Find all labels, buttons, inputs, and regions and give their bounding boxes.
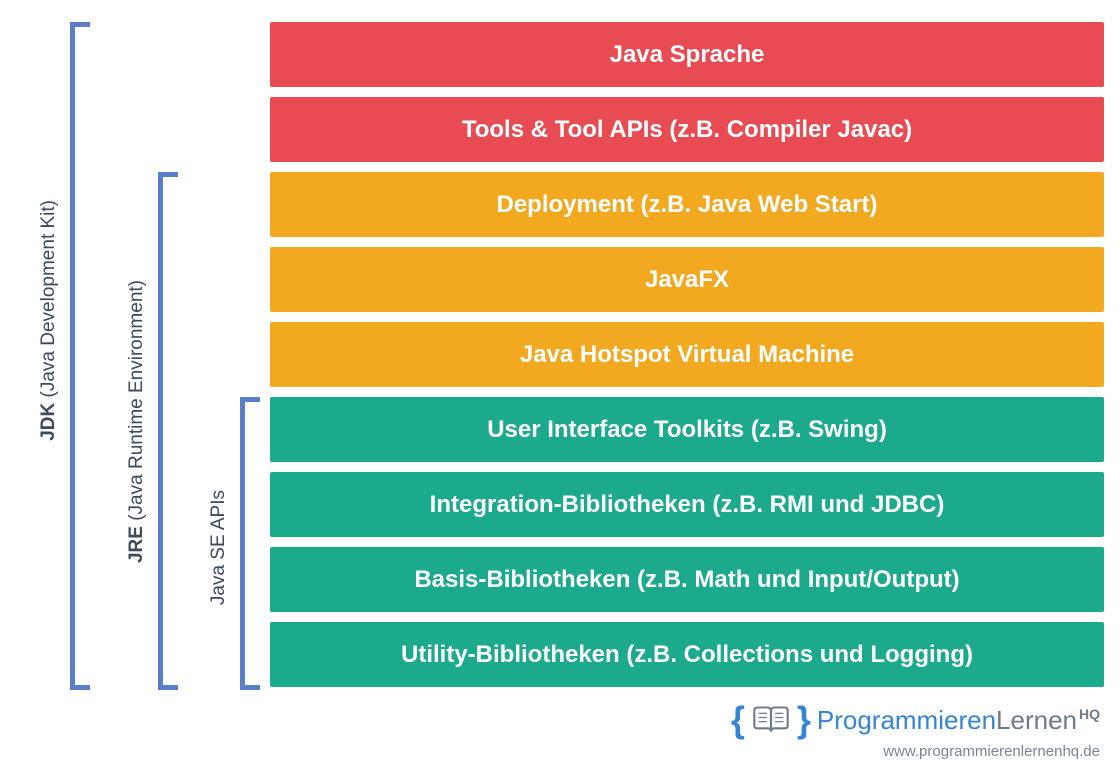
jre-bold: JRE bbox=[126, 526, 147, 563]
diagram-container: JDK (Java Development Kit) JRE (Java Run… bbox=[0, 0, 1120, 780]
jdk-bold: JDK bbox=[38, 403, 59, 441]
brace-open-icon: { bbox=[731, 699, 745, 741]
layer-bar-label: Tools & Tool APIs (z.B. Compiler Javac) bbox=[462, 116, 912, 144]
bracket-jre bbox=[158, 172, 178, 690]
bracket-label-jre: JRE (Java Runtime Environment) bbox=[126, 280, 148, 563]
logo-part2: Lernen bbox=[996, 705, 1077, 735]
layer-bar: Java Hotspot Virtual Machine bbox=[270, 322, 1104, 387]
bracket-jdk bbox=[70, 22, 90, 690]
layer-bar: Tools & Tool APIs (z.B. Compiler Javac) bbox=[270, 97, 1104, 162]
layer-bar-label: Utility-Bibliotheken (z.B. Collections u… bbox=[401, 641, 973, 669]
layer-bar: Java Sprache bbox=[270, 22, 1104, 87]
layer-bar-label: Basis-Bibliotheken (z.B. Math und Input/… bbox=[414, 566, 959, 594]
logo-text: ProgrammierenLernenHQ bbox=[817, 705, 1100, 736]
logo-suffix: HQ bbox=[1079, 706, 1100, 722]
bracket-apis bbox=[240, 397, 260, 690]
layer-bar-label: JavaFX bbox=[645, 266, 729, 294]
layer-bar: Basis-Bibliotheken (z.B. Math und Input/… bbox=[270, 547, 1104, 612]
layer-bar-label: Java Hotspot Virtual Machine bbox=[520, 341, 854, 369]
layer-bar: Integration-Bibliotheken (z.B. RMI und J… bbox=[270, 472, 1104, 537]
layer-bar-label: Integration-Bibliotheken (z.B. RMI und J… bbox=[430, 491, 945, 519]
bars-column: Java Sprache Tools & Tool APIs (z.B. Comp… bbox=[270, 22, 1104, 697]
logo-part1: Programmieren bbox=[817, 705, 996, 735]
logo-line: { } ProgrammierenLernenHQ bbox=[731, 699, 1100, 741]
layer-bar: JavaFX bbox=[270, 247, 1104, 312]
book-icon bbox=[751, 705, 791, 735]
bracket-label-jdk: JDK (Java Development Kit) bbox=[38, 200, 60, 441]
layer-bar-label: Deployment (z.B. Java Web Start) bbox=[497, 191, 878, 219]
footer-url: www.programmierenlernenhq.de bbox=[731, 743, 1100, 760]
layer-bar: Utility-Bibliotheken (z.B. Collections u… bbox=[270, 622, 1104, 687]
brace-close-icon: } bbox=[797, 699, 811, 741]
layer-bar-label: Java Sprache bbox=[610, 41, 765, 69]
footer: { } ProgrammierenLernenHQ www.programmie… bbox=[731, 699, 1100, 760]
jdk-normal: (Java Development Kit) bbox=[38, 200, 59, 403]
layer-bar-label: User Interface Toolkits (z.B. Swing) bbox=[487, 416, 887, 444]
layer-bar: Deployment (z.B. Java Web Start) bbox=[270, 172, 1104, 237]
layer-bar: User Interface Toolkits (z.B. Swing) bbox=[270, 397, 1104, 462]
apis-text: Java SE APIs bbox=[208, 490, 229, 605]
jre-normal: (Java Runtime Environment) bbox=[126, 280, 147, 526]
bracket-label-apis: Java SE APIs bbox=[208, 490, 230, 605]
